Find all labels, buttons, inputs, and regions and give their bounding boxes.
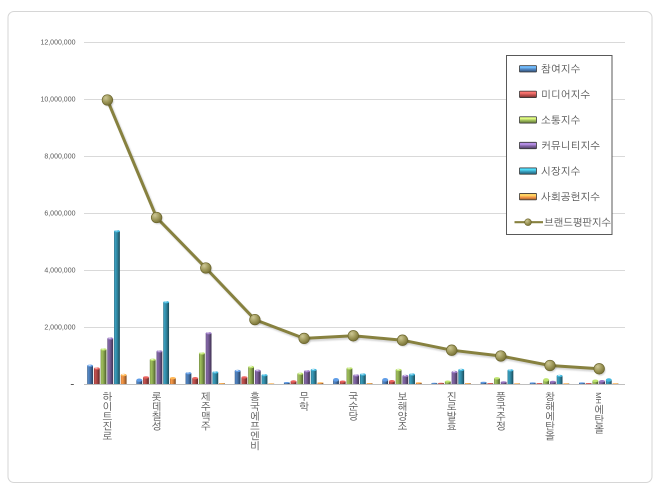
svg-text:6,000,000: 6,000,000 xyxy=(44,211,75,218)
svg-text:4,000,000: 4,000,000 xyxy=(44,268,75,275)
svg-text:12,000,000: 12,000,000 xyxy=(40,40,75,47)
svg-text:2,000,000: 2,000,000 xyxy=(44,325,75,332)
svg-text:10,000,000: 10,000,000 xyxy=(40,97,75,104)
svg-text:8,000,000: 8,000,000 xyxy=(44,154,75,161)
svg-text:MH: MH xyxy=(594,392,603,404)
